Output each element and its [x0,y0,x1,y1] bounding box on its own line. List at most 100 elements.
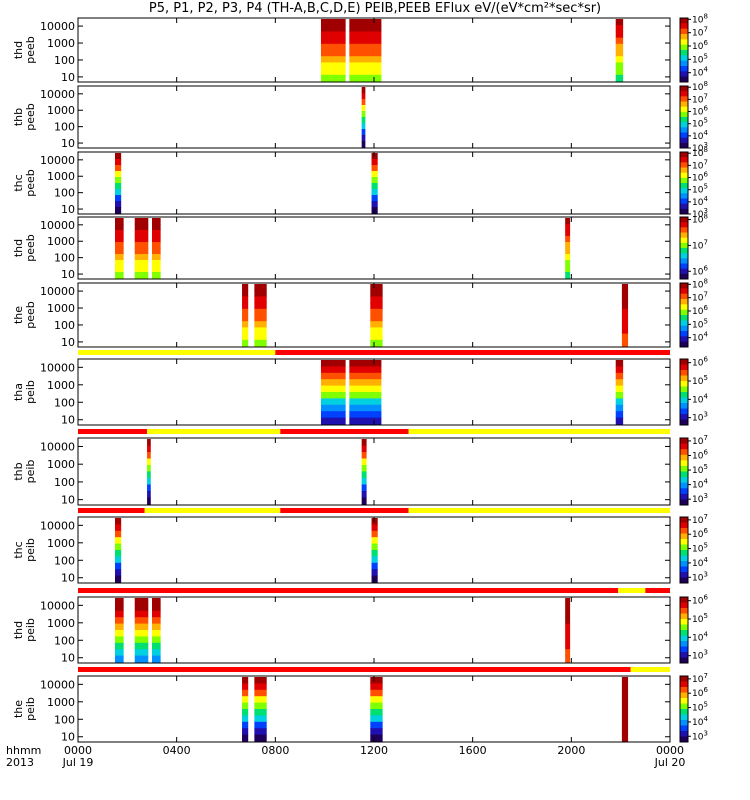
colorbar-segment [680,188,688,192]
colorbar-frame [679,17,689,83]
spectrogram-burst [115,207,122,214]
colorbar-tick-label: 107 [692,158,708,171]
colorbar-segment [680,293,688,297]
spectrogram-burst [152,623,161,631]
colorbar-segment [680,392,688,396]
colorbar-segment [680,485,688,489]
spectrogram-burst [134,630,149,637]
spectrogram-burst [115,530,122,538]
spectrogram-burst [349,392,382,399]
spectrogram-burst [320,385,346,393]
spectrogram-burst [371,575,378,583]
colorbar-tick-label: 104 [692,556,708,569]
colorbar-tick-label: 104 [692,331,708,344]
colorbar-tick-label: 105 [692,183,708,196]
spectrogram-burst [320,68,346,76]
x-unit-label: hhmm [6,744,41,757]
spectrogram-burst [361,141,366,148]
colorbar-tick-exponent: 7 [703,672,707,680]
colorbar-segment [680,440,688,445]
spectrogram-burst [361,123,366,130]
spectrogram-burst [361,129,366,136]
colorbar-segment [680,530,688,534]
spectrogram-burst [134,617,149,625]
spectrogram-burst [115,224,124,231]
spectrogram-burst [242,302,249,310]
colorbar-tick-exponent: 7 [703,26,707,34]
colorbar-segment [680,731,688,735]
spectrogram-burst [147,484,151,492]
y-axis-label: the [12,700,25,718]
colorbar-segment [680,739,688,743]
spectrogram-burst [254,296,267,304]
colorbar-tick-label: 105 [692,463,708,476]
plot-frame [77,437,671,506]
spectrogram-burst [565,242,571,249]
spectrogram-burst [621,290,629,297]
spectrogram-burst [621,715,629,723]
x-tick-label: 0800 [261,744,289,757]
spectrogram-burst [621,696,629,704]
state-bar-segment [408,429,670,434]
colorbar-tick-exponent: 6 [703,527,708,535]
colorbar-segment [680,183,688,187]
spectrogram-burst [134,642,149,650]
colorbar-segment [680,336,688,340]
spectrogram-burst [565,248,571,255]
spectrogram-burst [621,296,629,304]
spectrogram-burst [115,550,122,557]
spectrogram-burst [565,230,571,237]
spectrogram-burst [371,556,378,564]
spectrogram-burst [152,617,161,625]
y-tick-label: 100 [54,252,75,265]
spectrogram-burst [242,290,249,297]
spectrogram-burst [361,111,366,118]
colorbar-segment [680,676,688,680]
colorbar-segment [680,375,688,379]
spectrogram-burst [147,478,151,486]
spectrogram-burst [370,734,383,742]
spectrogram-burst [371,171,378,178]
panel-thd-peib: 10 100 1000 10000 thd peib 106 105 104 103 [12,588,708,665]
spectrogram-burst [565,623,571,631]
colorbar-segment [680,700,688,704]
y-tick-label: 10 [61,268,75,281]
colorbar-segment [680,312,688,316]
colorbar-segment [680,288,688,292]
colorbar-segment [680,66,688,70]
y-axis-label: peib [24,618,37,642]
colorbar-segment [680,317,688,321]
colorbar-segment [680,632,688,636]
spectrogram-burst [615,56,624,63]
spectrogram-burst [152,272,161,279]
y-tick-label: 10000 [40,154,75,167]
spectrogram-burst [134,236,149,243]
colorbar-segment [680,692,688,696]
spectrogram-burst [152,649,161,657]
colorbar-segment [680,34,688,38]
colorbar-segment [680,635,688,639]
spectrogram-burst [615,404,624,412]
spectrogram-burst [115,630,124,637]
spectrogram-burst [254,327,267,335]
spectrogram-burst [370,290,383,297]
colorbar-segment [680,383,688,387]
colorbar-tick-exponent: 3 [703,492,707,500]
colorbar-segment [680,235,688,239]
state-bar-segment [408,508,670,513]
spectrogram-burst [254,734,267,742]
spectrogram-burst [361,458,367,466]
colorbar-segment [680,359,688,363]
colorbar-segment [680,208,688,212]
spectrogram-burst [152,260,161,267]
colorbar-segment [680,449,688,453]
colorbar-segment [680,193,688,197]
spectrogram-burst [115,159,122,166]
spectrogram-burst [349,43,382,51]
colorbar-segment [680,309,688,313]
spectrogram-burst [152,224,161,231]
colorbar-segment [680,728,688,732]
spectrogram-burst [370,321,383,328]
colorbar-segment [680,547,688,551]
spectrogram-burst [361,93,366,100]
